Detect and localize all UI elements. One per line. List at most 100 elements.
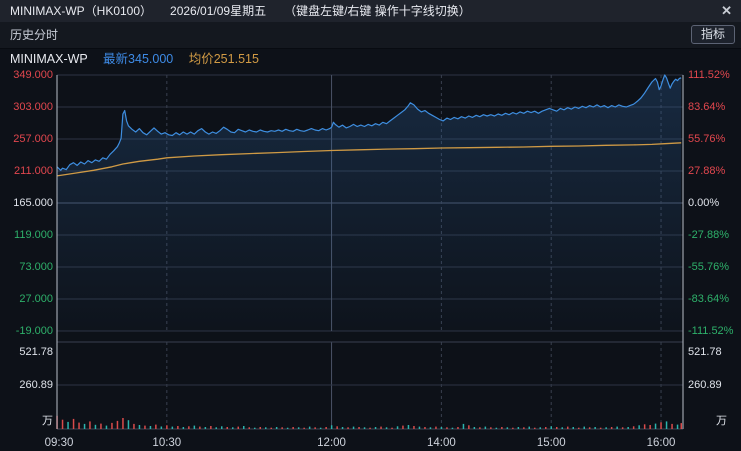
volume-bar xyxy=(177,426,179,429)
volume-bar xyxy=(680,423,682,429)
volume-bar xyxy=(490,427,492,429)
date-text: 2026/01/09星期五 xyxy=(170,4,267,18)
volume-bar xyxy=(286,427,289,429)
volume-bar xyxy=(407,425,410,429)
volume-bar xyxy=(105,425,108,429)
volume-bar xyxy=(512,427,514,429)
volume-bar xyxy=(380,426,382,429)
volume-bar xyxy=(204,427,207,429)
volume-bar xyxy=(94,424,97,429)
volume-bar xyxy=(237,426,239,429)
volume-bar xyxy=(468,425,470,429)
average-price-line xyxy=(56,142,682,177)
volume-bar xyxy=(61,419,64,429)
volume-bar xyxy=(385,427,388,429)
volume-bar xyxy=(78,422,80,429)
volume-bar xyxy=(446,427,448,429)
volume-bar xyxy=(215,427,217,429)
volume-bar xyxy=(649,425,651,429)
volume-bar xyxy=(588,427,591,429)
indicator-button[interactable]: 指标 xyxy=(690,25,735,44)
volume-bar xyxy=(166,425,168,429)
infobar: MINIMAX-WP 最新345.000 均价251.515 xyxy=(0,48,741,70)
volume-bar xyxy=(413,426,415,429)
volume-bar xyxy=(473,427,476,429)
volume-bar xyxy=(210,426,212,429)
volume-bar xyxy=(523,427,525,429)
hint-text: （键盘左键/右键 操作十字线切换） xyxy=(284,4,471,18)
volume-bar xyxy=(270,427,272,429)
volume-bar xyxy=(221,426,223,429)
volume-bar xyxy=(429,427,432,429)
volume-bar xyxy=(89,421,91,429)
titlebar: MINIMAX-WP（HK0100） 2026/01/09星期五 （键盘左键/右键 … xyxy=(0,0,741,22)
volume-bar xyxy=(462,423,465,429)
volume-bar xyxy=(528,426,530,429)
volume-bar xyxy=(325,427,327,429)
volume-bar xyxy=(676,424,679,429)
volume-bar xyxy=(127,420,130,429)
volume-bar xyxy=(297,427,300,429)
volume-bar xyxy=(599,427,602,429)
volume-bar xyxy=(111,422,113,429)
volume-bar xyxy=(144,425,146,429)
price-line xyxy=(56,74,682,171)
volume-bar xyxy=(248,427,250,429)
volume-bar xyxy=(627,427,629,429)
volume-bar xyxy=(160,426,163,429)
volume-bar xyxy=(363,427,366,429)
volume-bar xyxy=(479,427,481,429)
volume-bar xyxy=(138,425,141,429)
volume-bar xyxy=(671,423,673,429)
volume-bar xyxy=(440,427,443,429)
volume-bar xyxy=(155,424,157,429)
volume-bar xyxy=(610,427,613,429)
volume-bar xyxy=(265,427,267,429)
volume-bar xyxy=(539,427,541,429)
volume-bar xyxy=(561,427,563,429)
volume-bar xyxy=(556,427,558,429)
volume-bar xyxy=(665,421,668,429)
volume-bar xyxy=(67,421,69,429)
volume-bar xyxy=(199,426,201,429)
volume-bar xyxy=(484,426,487,429)
volume-bar xyxy=(418,426,421,429)
volume-bar xyxy=(254,427,256,429)
volume-bar xyxy=(643,424,646,429)
average-price: 均价251.515 xyxy=(188,52,259,66)
stock-symbol: MINIMAX-WP xyxy=(10,52,88,66)
volume-bar xyxy=(259,427,261,429)
volume-bar xyxy=(583,426,585,429)
latest-price: 最新345.000 xyxy=(103,52,174,66)
tab-history-minute[interactable]: 历史分时 xyxy=(10,28,59,42)
volume-bar xyxy=(330,425,333,429)
volume-bar xyxy=(374,427,377,429)
volume-bar xyxy=(594,427,596,429)
volume-bar xyxy=(621,427,624,429)
volume-bar xyxy=(314,427,316,429)
stock-title: MINIMAX-WP（HK0100） xyxy=(10,4,153,18)
volume-bar xyxy=(550,426,552,429)
volume-bar xyxy=(100,423,102,429)
close-icon[interactable]: ✕ xyxy=(721,3,732,18)
volume-bar xyxy=(308,426,311,429)
volume-bar xyxy=(281,427,283,429)
volume-bar xyxy=(336,426,338,429)
volume-bar xyxy=(369,427,371,429)
volume-bar xyxy=(506,427,509,429)
volume-bar xyxy=(605,427,607,429)
volume-bar xyxy=(188,426,190,429)
volume-bar xyxy=(275,427,278,429)
volume-bar xyxy=(133,423,135,429)
volume-bar xyxy=(319,427,322,429)
volume-bar xyxy=(352,426,355,429)
volume-bar xyxy=(182,427,185,429)
volume-bar xyxy=(347,427,349,429)
volume-bar xyxy=(616,426,618,429)
volume-bar xyxy=(122,418,124,429)
volume-bar xyxy=(391,427,393,429)
volume-bar xyxy=(638,425,640,429)
volume-bar xyxy=(341,427,344,429)
